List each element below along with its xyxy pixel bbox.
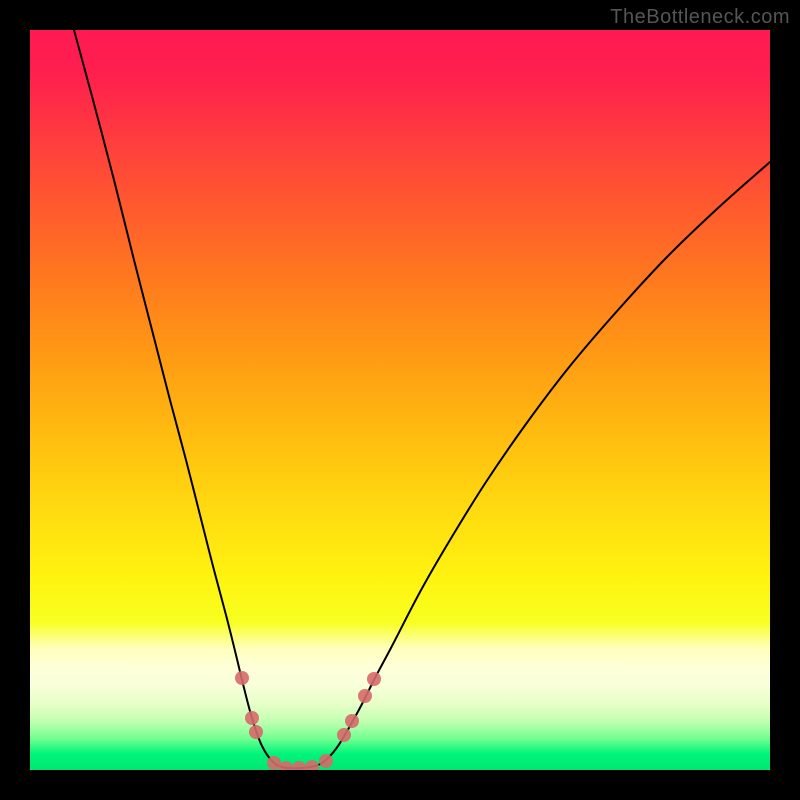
data-dot xyxy=(292,761,306,770)
data-dot xyxy=(305,760,319,770)
data-dot xyxy=(235,671,249,685)
data-dot xyxy=(267,756,281,770)
curve-layer xyxy=(30,30,770,770)
curve-left-branch xyxy=(74,30,286,768)
plot-area xyxy=(30,30,770,770)
data-dot xyxy=(319,754,333,768)
data-dot xyxy=(279,761,293,770)
watermark-text: TheBottleneck.com xyxy=(610,6,790,29)
outer-frame: TheBottleneck.com xyxy=(0,0,800,800)
data-dot xyxy=(367,672,381,686)
data-dot xyxy=(345,714,359,728)
data-dots xyxy=(235,671,381,770)
data-dot xyxy=(337,728,351,742)
data-dot xyxy=(249,725,263,739)
data-dot xyxy=(245,711,259,725)
curve-right-branch xyxy=(286,162,770,768)
data-dot xyxy=(358,689,372,703)
